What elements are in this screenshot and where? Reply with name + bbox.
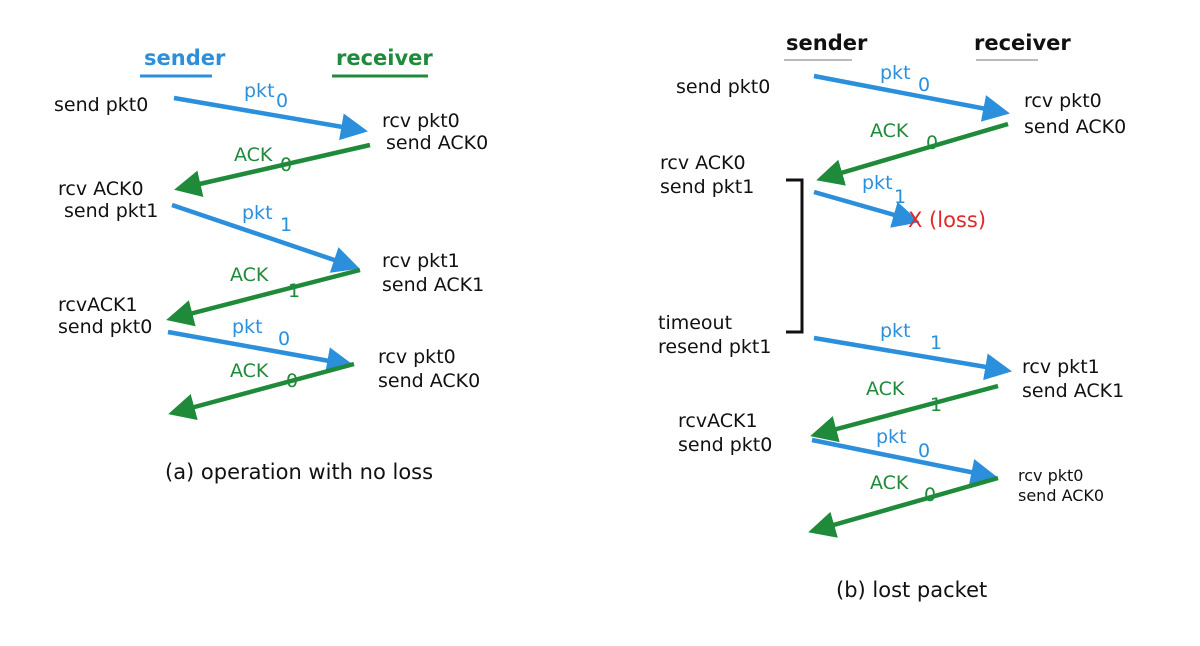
label-ack0-a1: ACK — [234, 144, 273, 166]
event-rcv-pkt1-b: rcv pkt1 — [1022, 356, 1100, 378]
label-ack0-a2: ACK — [230, 360, 269, 382]
label-pkt1-lost-sub: 1 — [894, 186, 907, 208]
label-pkt0-b1: pkt — [880, 62, 911, 84]
event-rcvack1-b: rcvACK1 — [678, 410, 758, 432]
arrow-ack1-a — [166, 267, 361, 327]
label-pkt1-resent: pkt — [880, 320, 911, 342]
label-ack1-b-sub: 1 — [930, 394, 943, 416]
event-resend-pkt1: resend pkt1 — [658, 336, 772, 358]
arrow-pkt0-b1 — [813, 73, 1010, 122]
event-send-ack0-a2: send ACK0 — [378, 370, 481, 392]
event-send-pkt0-b1: send pkt0 — [676, 76, 771, 98]
label-pkt1-lost: pkt — [862, 172, 893, 194]
event-send-ack0-a1: send ACK0 — [386, 132, 489, 154]
event-send-pkt0-b2: send pkt0 — [678, 434, 773, 456]
arrow-pkt0-b2 — [811, 437, 998, 486]
event-send-pkt1-a: send pkt1 — [64, 200, 159, 222]
arrow-ack0-a1 — [174, 142, 371, 197]
event-send-ack0-b1: send ACK0 — [1024, 116, 1127, 138]
event-rcvack1-a: rcvACK1 — [58, 294, 138, 316]
event-send-ack0-b2: send ACK0 — [1018, 486, 1105, 505]
event-rcv-pkt0-b1: rcv pkt0 — [1024, 90, 1102, 112]
label-pkt0-b1-sub: 0 — [918, 74, 931, 96]
label-pkt0-b2: pkt — [876, 426, 907, 448]
label-ack0-b1: ACK — [870, 120, 909, 142]
caption-b: (b) lost packet — [836, 578, 988, 602]
event-rcv-pkt0-b2: rcv pkt0 — [1018, 466, 1084, 485]
event-send-pkt1-b: send pkt1 — [660, 176, 755, 198]
label-pkt0-a2-sub: 0 — [278, 328, 291, 350]
arrow-pkt1-resent — [813, 335, 1012, 381]
receiver-header-b: receiver — [974, 31, 1071, 55]
sender-header-b: sender — [786, 31, 868, 55]
label-ack1-a-sub: 1 — [288, 280, 301, 302]
event-send-ack1-a: send ACK1 — [382, 274, 485, 296]
arrow-pkt0-a2 — [167, 329, 354, 374]
label-ack1-a: ACK — [230, 264, 269, 286]
caption-a: (a) operation with no loss — [165, 460, 434, 484]
label-pkt0-b2-sub: 0 — [918, 440, 931, 462]
label-ack0-a1-sub: 0 — [280, 154, 293, 176]
arrow-pkt1-lost — [813, 189, 920, 228]
sender-header-a: sender — [144, 46, 226, 70]
arrow-ack0-b1 — [816, 121, 1009, 186]
arrow-ack0-a2 — [168, 361, 355, 421]
event-send-ack1-b: send ACK1 — [1022, 380, 1125, 402]
label-pkt0-a1-sub: 0 — [276, 90, 289, 112]
event-send-pkt0-a1: send pkt0 — [54, 94, 149, 116]
arrow-pkt0-a1 — [173, 95, 368, 141]
event-rcv-pkt0-a2: rcv pkt0 — [378, 346, 456, 368]
label-pkt1-a-sub: 1 — [280, 214, 293, 236]
event-rcv-pkt0-a1: rcv pkt0 — [382, 110, 460, 132]
label-ack1-b: ACK — [866, 378, 905, 400]
arrow-pkt1-a — [171, 202, 360, 273]
label-ack0-b2: ACK — [870, 472, 909, 494]
label-pkt0-a1: pkt — [244, 80, 275, 102]
arrow-ack1-b — [810, 383, 999, 443]
event-rcv-ack0-b: rcv ACK0 — [660, 152, 746, 174]
event-send-pkt0-a2: send pkt0 — [58, 316, 153, 338]
event-timeout: timeout — [658, 312, 733, 334]
label-ack0-a2-sub: 0 — [286, 370, 299, 392]
label-ack0-b2-sub: 0 — [924, 484, 937, 506]
loss-marker: X (loss) — [908, 208, 987, 232]
event-rcv-pkt1-a: rcv pkt1 — [382, 250, 460, 272]
label-pkt1-a: pkt — [242, 202, 273, 224]
arrow-ack0-b2 — [808, 475, 999, 538]
event-rcv-ack0-a: rcv ACK0 — [58, 178, 144, 200]
label-pkt1-resent-sub: 1 — [930, 332, 943, 354]
label-ack0-b1-sub: 0 — [926, 132, 939, 154]
timeout-bracket — [786, 178, 804, 334]
label-pkt0-a2: pkt — [232, 316, 263, 338]
receiver-header-a: receiver — [336, 46, 433, 70]
